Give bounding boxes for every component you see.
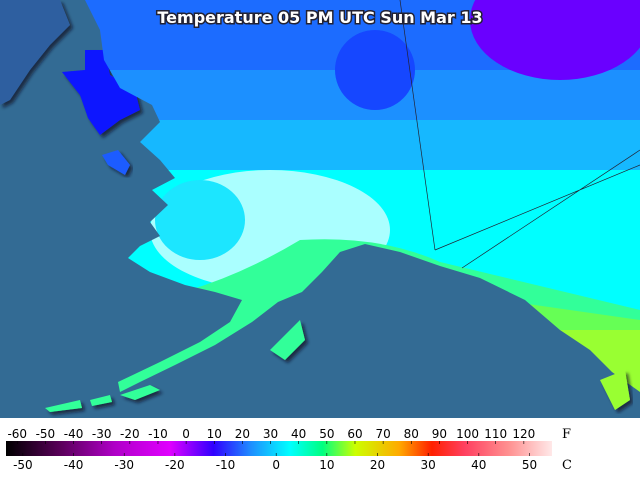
c-tick-label: 40 — [471, 458, 486, 472]
f-tick-label: 30 — [263, 427, 278, 441]
f-tick-label: 90 — [432, 427, 447, 441]
c-tick-label: -40 — [64, 458, 84, 472]
f-unit: F — [562, 427, 571, 442]
f-tick-label: -10 — [148, 427, 168, 441]
c-unit: C — [562, 458, 572, 473]
f-tick-label: -50 — [36, 427, 56, 441]
f-tick-label: 100 — [456, 427, 479, 441]
f-tick-label: 0 — [182, 427, 190, 441]
c-tick-label: -10 — [216, 458, 236, 472]
title: Temperature 05 PM UTC Sun Mar 13 — [157, 8, 482, 27]
c-tick-label: 0 — [272, 458, 280, 472]
f-tick-label: -40 — [64, 427, 84, 441]
legend: F C -60 -50 -40 -30 -20 -10 0 10 20 30 40 50 60 70 80 9… — [6, 427, 572, 473]
islands — [45, 320, 305, 412]
f-tick-label: 20 — [235, 427, 250, 441]
c-tick-label: 10 — [319, 458, 334, 472]
c-tick-label: 50 — [522, 458, 537, 472]
border — [399, 0, 640, 269]
f-tick-label: 120 — [512, 427, 535, 441]
f-tick-label: 10 — [207, 427, 222, 441]
f-tick-label: -60 — [7, 427, 27, 441]
f-tick-label: 40 — [291, 427, 306, 441]
f-tick-label: 70 — [375, 427, 390, 441]
island — [600, 370, 630, 410]
chukotka-land — [62, 50, 140, 135]
c-tick-label: -20 — [165, 458, 185, 472]
f-tick-label: 50 — [319, 427, 334, 441]
c-tick-label: 20 — [370, 458, 385, 472]
f-tick-label: 60 — [347, 427, 362, 441]
island — [102, 150, 130, 175]
siberia-land — [0, 0, 70, 105]
colorbar — [6, 441, 552, 456]
c-tick-label: 30 — [421, 458, 436, 472]
f-tick-label: -30 — [92, 427, 112, 441]
c-tick-label: -30 — [114, 458, 134, 472]
f-tick-label: 80 — [404, 427, 419, 441]
f-tick-label: 110 — [484, 427, 507, 441]
f-tick-label: -20 — [120, 427, 140, 441]
c-tick-label: -50 — [13, 458, 33, 472]
